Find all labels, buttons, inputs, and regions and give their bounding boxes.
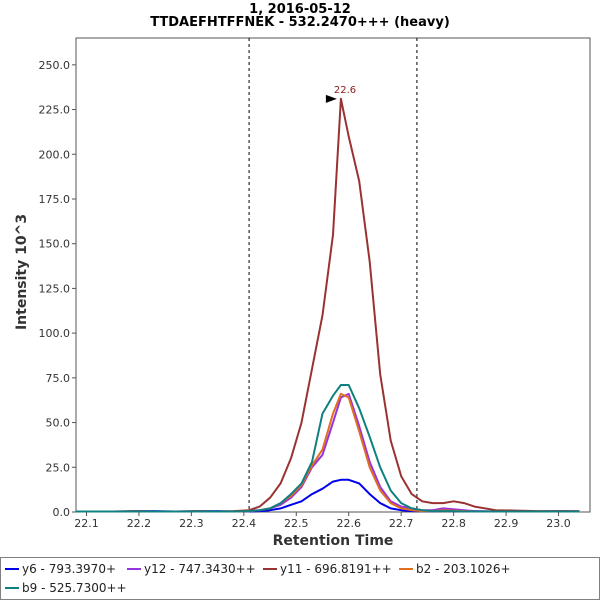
legend-swatch <box>263 568 277 570</box>
y-tick-label: 175.0 <box>39 193 71 206</box>
x-tick-label: 22.9 <box>494 517 519 530</box>
x-tick-label: 22.2 <box>127 517 152 530</box>
legend-swatch <box>5 587 19 589</box>
x-tick-label: 22.4 <box>232 517 257 530</box>
y-tick-label: 250.0 <box>39 59 71 72</box>
x-tick-label: 22.5 <box>284 517 309 530</box>
legend: y6 - 793.3970+ y12 - 747.3430++ y11 - 696.… <box>0 557 600 600</box>
x-tick-label: 22.3 <box>179 517 204 530</box>
y-axis-label: Intensity 10^3 <box>14 214 30 330</box>
series-lines <box>76 97 580 513</box>
legend-label: b2 - 203.1026+ <box>416 562 511 576</box>
legend-label: y11 - 696.8191++ <box>280 562 392 576</box>
legend-item-3: y11 - 696.8191++ <box>263 561 392 577</box>
legend-item-4: b2 - 203.1026+ <box>399 561 511 577</box>
y-tick-label: 50.0 <box>46 417 71 430</box>
peak-label: 22.6 <box>334 85 356 96</box>
y-tick-label: 0.0 <box>53 506 71 519</box>
x-tick-label: 22.1 <box>74 517 99 530</box>
y-tick-label: 225.0 <box>39 104 71 117</box>
legend-swatch <box>399 568 413 570</box>
y-axis-ticks: 0.0 25.0 50.0 75.0 100.0 125.0 150.0 175.0 200.0… <box>39 59 76 519</box>
x-axis-ticks: 22.1 22.2 22.3 22.4 22.5 22.6 22.7 22.8 22.9 23.0 <box>74 512 571 530</box>
peak-marker-icon <box>325 94 337 103</box>
y-tick-label: 150.0 <box>39 238 71 251</box>
y-tick-label: 25.0 <box>46 461 71 474</box>
chromatogram-chart: 1, 2016-05-12 TTDAEFHTFFNEK - 532.2470++… <box>14 2 591 549</box>
x-tick-label: 22.8 <box>441 517 466 530</box>
x-axis-label: Retention Time <box>273 533 394 549</box>
integration-bounds <box>248 38 418 512</box>
chart-subtitle: TTDAEFHTFFNEK - 532.2470+++ (heavy) <box>150 15 450 30</box>
peak-annotation: 22.6 <box>325 85 356 103</box>
series-line-5 <box>76 384 580 513</box>
legend-label: b9 - 525.7300++ <box>22 581 127 595</box>
x-tick-label: 22.7 <box>389 517 414 530</box>
y-tick-label: 200.0 <box>39 148 71 161</box>
legend-item-2: y12 - 747.3430++ <box>127 561 256 577</box>
y-tick-label: 100.0 <box>39 327 71 340</box>
legend-item-5: b9 - 525.7300++ <box>5 580 127 596</box>
x-tick-label: 22.6 <box>336 517 361 530</box>
plot-area <box>75 37 591 513</box>
legend-label: y6 - 793.3970+ <box>22 562 117 576</box>
x-tick-label: 23.0 <box>546 517 571 530</box>
legend-swatch <box>5 568 19 570</box>
legend-label: y12 - 747.3430++ <box>144 562 256 576</box>
chart-title: 1, 2016-05-12 <box>249 2 351 17</box>
legend-item-1: y6 - 793.3970+ <box>5 561 116 577</box>
y-tick-label: 125.0 <box>39 282 71 295</box>
y-tick-label: 75.0 <box>46 372 71 385</box>
legend-swatch <box>127 568 141 570</box>
